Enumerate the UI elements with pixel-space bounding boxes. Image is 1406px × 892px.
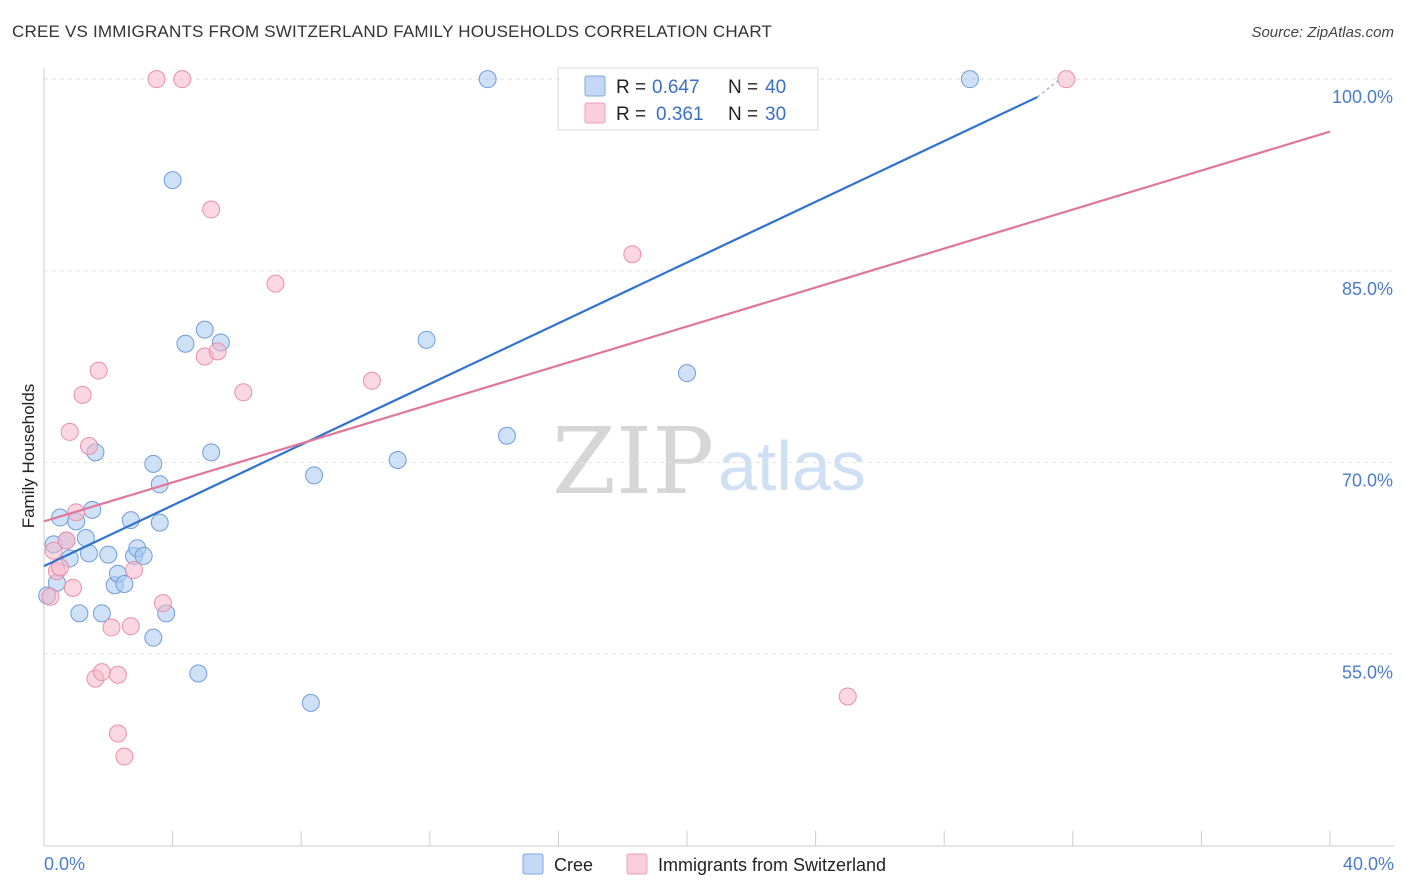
cree-point-22 xyxy=(144,454,163,473)
cree-point-35 xyxy=(417,330,436,349)
swiss-point-1 xyxy=(44,541,63,560)
x-tick-label-max: 40.0% xyxy=(1343,854,1394,874)
legend-n-value-cree: 40 xyxy=(765,77,786,98)
cree-point-20 xyxy=(134,546,153,565)
swiss-point-5 xyxy=(60,422,79,441)
swiss-point-29 xyxy=(838,687,857,706)
cree-point-29 xyxy=(195,320,214,339)
legend-r-value-swiss: 0.361 xyxy=(656,104,704,125)
legend-r-value-cree: 0.647 xyxy=(652,77,700,98)
cree-trend-line xyxy=(43,96,1038,568)
swiss-point-15 xyxy=(108,724,127,743)
cree-point-38 xyxy=(678,364,696,383)
bottom-legend-swatch-cree xyxy=(522,853,544,875)
cree-point-33 xyxy=(305,466,324,485)
swiss-point-0 xyxy=(41,587,60,606)
cree-point-28 xyxy=(189,664,208,683)
legend-swatch-swiss xyxy=(584,102,606,124)
swiss-point-11 xyxy=(89,361,108,380)
y-tick-label-100: 100.0% xyxy=(1332,87,1393,107)
data-points xyxy=(38,70,1076,766)
cree-point-27 xyxy=(176,334,195,353)
swiss-point-20 xyxy=(147,70,166,89)
swiss-point-16 xyxy=(115,747,134,766)
y-tick-label-70: 70.0% xyxy=(1342,471,1393,491)
legend-r-label-cree: R = xyxy=(616,77,646,98)
cree-point-37 xyxy=(497,426,516,445)
cree-point-16 xyxy=(115,575,134,593)
cree-trend-extension xyxy=(1036,78,1061,98)
bottom-legend-label-cree: Cree xyxy=(554,855,593,875)
x-tick-label-min: 0.0% xyxy=(44,854,85,874)
cree-point-7 xyxy=(70,604,89,623)
cree-point-13 xyxy=(99,545,118,564)
swiss-point-12 xyxy=(92,663,111,682)
cree-point-39 xyxy=(960,70,979,89)
chart-title: CREE VS IMMIGRANTS FROM SWITZERLAND FAMI… xyxy=(12,22,773,41)
watermark-atlas: atlas xyxy=(718,427,866,505)
cree-point-12 xyxy=(92,604,111,623)
source-label: Source: ZipAtlas.com xyxy=(1251,24,1394,41)
swiss-point-24 xyxy=(208,342,227,361)
swiss-point-19 xyxy=(153,594,172,613)
legend-n-label-swiss: N = xyxy=(728,104,758,125)
swiss-point-27 xyxy=(362,371,381,390)
bottom-legend-swatch-swiss xyxy=(626,853,648,875)
swiss-point-14 xyxy=(108,665,127,684)
swiss-trend-line xyxy=(43,130,1331,523)
swiss-point-17 xyxy=(121,617,140,636)
swiss-point-9 xyxy=(80,436,99,455)
legend-n-value-swiss: 30 xyxy=(765,104,786,125)
legend-swatch-cree xyxy=(584,75,606,97)
cree-point-24 xyxy=(150,513,169,532)
swiss-point-8 xyxy=(73,385,92,404)
legend-r-label-swiss: R = xyxy=(616,104,646,125)
swiss-point-13 xyxy=(102,618,121,637)
swiss-point-26 xyxy=(266,274,285,293)
cree-point-36 xyxy=(478,70,497,89)
cree-point-26 xyxy=(163,171,182,190)
swiss-point-23 xyxy=(202,200,221,219)
cree-point-32 xyxy=(301,693,320,712)
swiss-point-4 xyxy=(57,531,76,550)
cree-point-30 xyxy=(202,443,221,462)
y-axis-title: Family Households xyxy=(19,384,38,529)
legend-n-label-cree: N = xyxy=(728,77,758,98)
swiss-point-6 xyxy=(63,578,82,597)
cree-point-34 xyxy=(388,451,407,470)
swiss-point-30 xyxy=(1057,70,1076,89)
watermark-zip: ZIP xyxy=(552,408,714,515)
swiss-point-21 xyxy=(173,70,192,89)
x-axis-ticks xyxy=(172,831,1331,846)
gridlines xyxy=(44,78,1394,655)
y-tick-label-85: 85.0% xyxy=(1342,279,1393,299)
swiss-point-28 xyxy=(623,245,642,264)
y-tick-label-55: 55.0% xyxy=(1342,662,1393,682)
swiss-point-18 xyxy=(125,560,144,579)
legend: R = 0.647 N = 40 R = 0.361 N = 30 xyxy=(557,67,819,131)
y-tick-labels: 55.0% 70.0% 85.0% 100.0% xyxy=(1332,87,1393,682)
trend-lines xyxy=(43,78,1331,568)
swiss-point-25 xyxy=(234,383,253,402)
bottom-legend-label-swiss: Immigrants from Switzerland xyxy=(658,855,886,875)
bottom-legend: Cree Immigrants from Switzerland xyxy=(522,853,886,875)
cree-point-21 xyxy=(144,628,163,647)
